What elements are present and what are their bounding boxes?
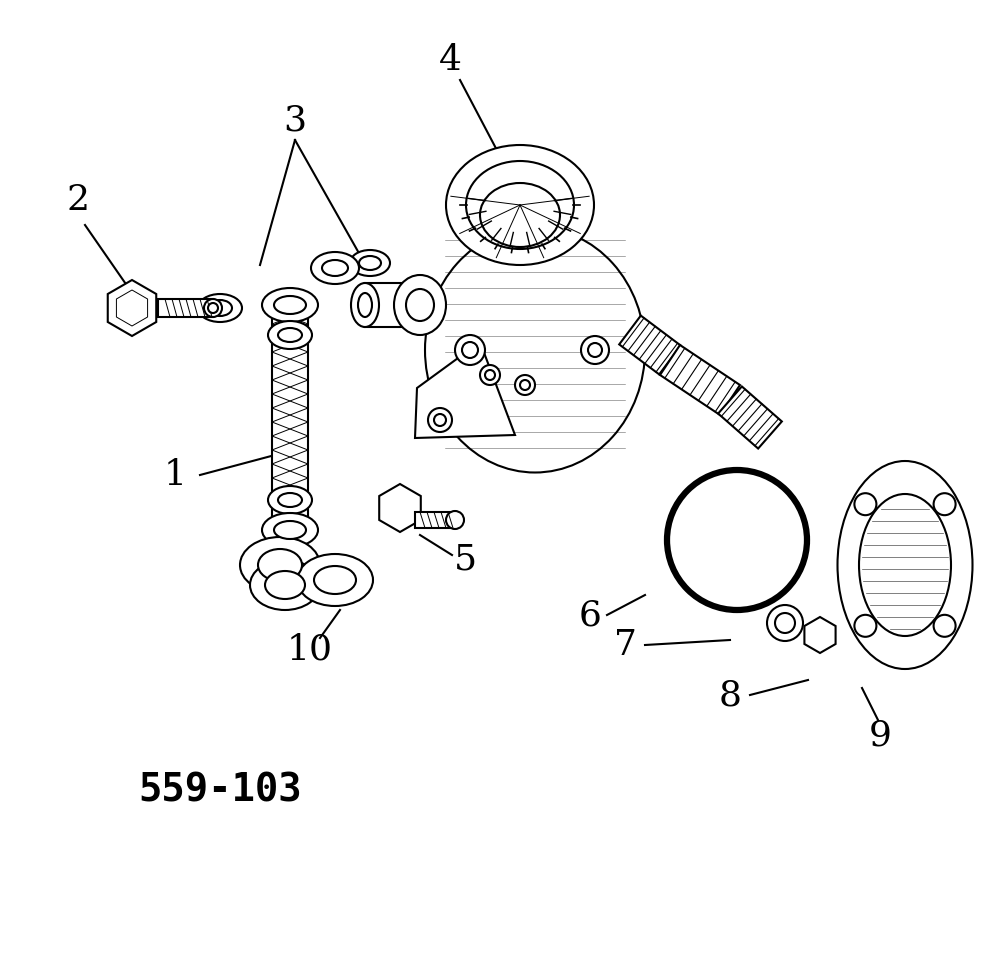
Text: 1: 1 [164,458,186,492]
Ellipse shape [250,560,320,610]
Circle shape [767,605,803,641]
Ellipse shape [859,494,951,636]
Text: 7: 7 [614,628,636,662]
Ellipse shape [394,275,446,335]
Ellipse shape [274,296,306,314]
Circle shape [208,303,218,313]
Ellipse shape [480,183,560,247]
Circle shape [515,375,535,395]
Circle shape [934,493,956,515]
Polygon shape [718,386,782,448]
Circle shape [446,511,464,529]
Text: 5: 5 [453,543,477,577]
Ellipse shape [322,260,348,276]
Text: 559-103: 559-103 [138,771,302,809]
Ellipse shape [208,300,232,316]
Circle shape [204,299,222,317]
Ellipse shape [240,537,320,593]
Polygon shape [415,342,515,438]
Circle shape [854,493,876,515]
Ellipse shape [297,554,373,606]
Ellipse shape [268,486,312,514]
Circle shape [485,370,495,380]
Circle shape [480,365,500,385]
Circle shape [462,342,478,358]
Ellipse shape [358,293,372,317]
Text: 4: 4 [438,43,462,77]
Circle shape [434,414,446,426]
Circle shape [428,408,452,432]
Ellipse shape [262,513,318,547]
Ellipse shape [262,288,318,322]
Text: 10: 10 [287,633,333,667]
Ellipse shape [268,321,312,349]
Ellipse shape [350,250,390,276]
Ellipse shape [258,549,302,581]
Polygon shape [379,484,421,532]
Circle shape [667,470,807,610]
Circle shape [854,615,876,637]
Polygon shape [619,315,681,375]
Bar [158,299,213,317]
Text: 8: 8 [718,678,742,712]
Polygon shape [108,280,156,336]
Circle shape [455,335,485,365]
Polygon shape [804,617,836,653]
Circle shape [588,343,602,357]
Ellipse shape [406,289,434,321]
Text: 3: 3 [283,103,307,137]
Ellipse shape [274,521,306,539]
Bar [365,283,420,327]
Bar [415,512,455,528]
Bar [272,305,308,530]
Text: 2: 2 [66,183,90,217]
Circle shape [775,613,795,633]
Text: 9: 9 [869,718,891,752]
Ellipse shape [314,566,356,594]
Ellipse shape [278,328,302,342]
Ellipse shape [466,161,574,249]
Ellipse shape [838,461,972,669]
Ellipse shape [265,571,305,599]
Ellipse shape [311,252,359,284]
Circle shape [581,336,609,364]
Ellipse shape [198,294,242,322]
Ellipse shape [278,493,302,507]
Circle shape [934,615,956,637]
Polygon shape [116,290,148,326]
Ellipse shape [351,283,379,327]
Polygon shape [660,345,740,415]
Ellipse shape [446,145,594,265]
Ellipse shape [425,228,645,472]
Circle shape [520,380,530,390]
Ellipse shape [359,256,381,270]
Text: 6: 6 [579,598,601,632]
